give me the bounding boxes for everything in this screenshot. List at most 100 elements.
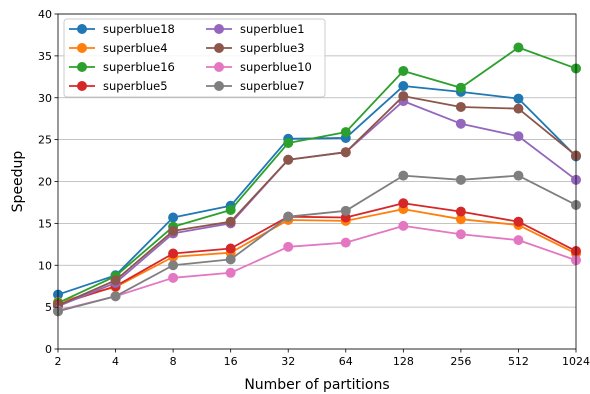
legend-item: superblue18 xyxy=(69,22,175,36)
data-point xyxy=(283,137,294,148)
series-superblue7 xyxy=(53,170,581,317)
legend-item: superblue10 xyxy=(206,60,312,74)
legend-swatch-marker xyxy=(214,81,224,91)
legend-swatch-marker xyxy=(77,62,87,72)
data-point xyxy=(513,103,524,114)
y-tick-label: 30 xyxy=(38,92,52,105)
x-tick-label: 16 xyxy=(224,355,238,368)
data-point xyxy=(110,275,121,286)
data-point xyxy=(455,206,466,217)
data-point xyxy=(513,131,524,142)
data-point xyxy=(513,216,524,227)
legend-swatch-marker xyxy=(77,81,87,91)
legend-box xyxy=(63,18,326,98)
x-tick-label: 64 xyxy=(339,355,353,368)
data-point xyxy=(168,260,179,271)
data-point xyxy=(168,212,179,223)
y-tick-label: 35 xyxy=(38,50,52,63)
y-tick-label: 40 xyxy=(38,8,52,21)
data-point xyxy=(340,127,351,138)
legend-label: superblue1 xyxy=(240,22,305,36)
series-layer xyxy=(53,42,581,317)
data-point xyxy=(398,65,409,76)
x-tick-label: 256 xyxy=(450,355,471,368)
x-axis-label: Number of partitions xyxy=(244,377,389,393)
data-point xyxy=(283,211,294,222)
legend-label: superblue18 xyxy=(103,22,175,36)
legend-item: superblue4 xyxy=(69,41,168,55)
legend-label: superblue10 xyxy=(240,60,312,74)
legend-swatch-marker xyxy=(214,24,224,34)
x-tick-label: 2 xyxy=(55,355,62,368)
y-tick-label: 15 xyxy=(38,217,52,230)
data-point xyxy=(513,93,524,104)
data-point xyxy=(455,118,466,129)
series-superblue3 xyxy=(53,91,581,311)
data-point xyxy=(168,248,179,259)
data-point xyxy=(398,91,409,102)
series-line xyxy=(57,208,577,303)
data-point xyxy=(455,101,466,112)
data-point xyxy=(455,82,466,93)
data-point xyxy=(340,205,351,216)
x-tick-label: 4 xyxy=(112,355,119,368)
data-point xyxy=(398,170,409,181)
y-axis-ticks: 0 5 10 15 20 25 30 35 40 xyxy=(38,8,58,356)
x-tick-label: 128 xyxy=(393,355,414,368)
data-point xyxy=(225,267,236,278)
series-line xyxy=(57,224,577,312)
legend-item: superblue3 xyxy=(206,41,305,55)
data-point xyxy=(283,154,294,165)
legend-item: superblue16 xyxy=(69,60,175,74)
legend-item: superblue7 xyxy=(206,79,305,93)
legend-swatch-marker xyxy=(214,43,224,53)
series-line xyxy=(57,95,577,307)
data-point xyxy=(513,42,524,53)
x-tick-label: 32 xyxy=(281,355,295,368)
series-line xyxy=(57,46,577,304)
series-superblue5 xyxy=(53,198,581,310)
y-tick-label: 25 xyxy=(38,134,52,147)
series-line xyxy=(57,202,577,306)
x-axis-ticks: 2 4 8 16 32 64 128 256 512 1024 xyxy=(55,349,590,368)
data-point xyxy=(283,241,294,252)
legend-label: superblue7 xyxy=(240,79,305,93)
y-tick-label: 0 xyxy=(45,343,52,356)
data-point xyxy=(225,254,236,265)
legend-item: superblue1 xyxy=(206,22,305,36)
legend: superblue18 superblue4 superblue16 superblu… xyxy=(63,18,326,98)
data-point xyxy=(455,214,466,225)
data-point xyxy=(398,198,409,209)
x-tick-label: 1024 xyxy=(562,355,590,368)
data-point xyxy=(455,229,466,240)
data-point xyxy=(455,174,466,185)
y-tick-label: 5 xyxy=(45,301,52,314)
legend-label: superblue3 xyxy=(240,41,305,55)
x-tick-label: 512 xyxy=(508,355,529,368)
legend-swatch-marker xyxy=(214,62,224,72)
data-point xyxy=(340,147,351,158)
legend-swatch-marker xyxy=(77,24,87,34)
y-axis-label: Speedup xyxy=(10,151,26,213)
y-tick-label: 10 xyxy=(38,259,52,272)
data-point xyxy=(168,225,179,236)
data-point xyxy=(513,170,524,181)
data-point xyxy=(110,291,121,302)
legend-swatch-marker xyxy=(77,43,87,53)
x-tick-label: 8 xyxy=(170,355,177,368)
legend-label: superblue5 xyxy=(103,79,168,93)
data-point xyxy=(398,81,409,92)
legend-label: superblue16 xyxy=(103,60,175,74)
legend-item: superblue5 xyxy=(69,79,168,93)
data-point xyxy=(340,237,351,248)
data-point xyxy=(513,235,524,246)
series-line xyxy=(57,174,577,313)
data-point xyxy=(225,243,236,254)
data-point xyxy=(168,272,179,283)
data-point xyxy=(225,204,236,215)
y-tick-label: 20 xyxy=(38,176,52,189)
legend-label: superblue4 xyxy=(103,41,168,55)
data-point xyxy=(225,216,236,227)
data-point xyxy=(398,220,409,231)
